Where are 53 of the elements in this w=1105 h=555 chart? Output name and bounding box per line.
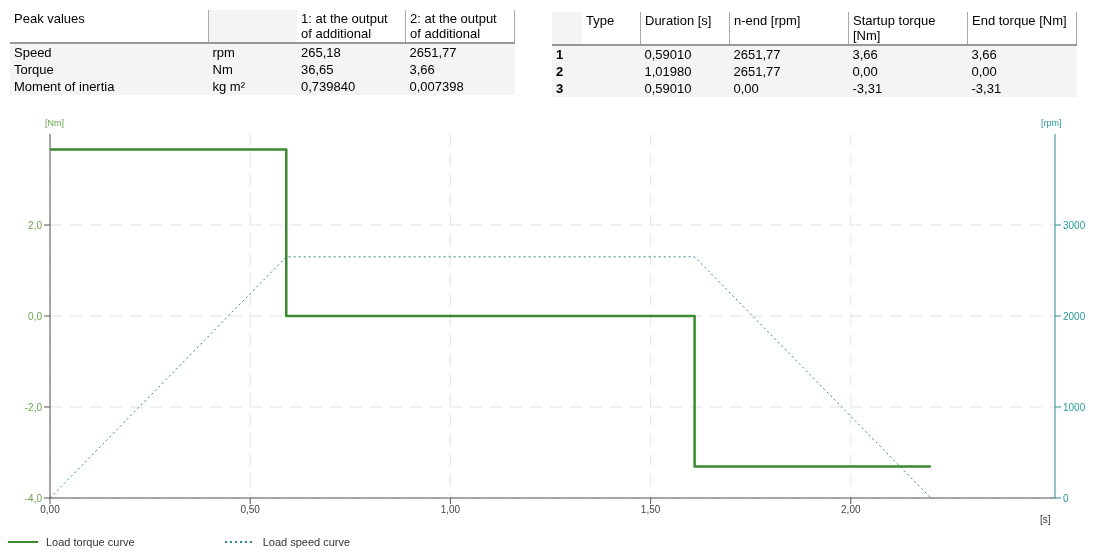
text: -3,31	[852, 81, 883, 96]
y-tick-label: -2,0	[24, 401, 43, 413]
text: 0,00	[971, 64, 997, 79]
text: 1,01980	[644, 64, 692, 79]
text: Startup torque [Nm]	[853, 13, 936, 43]
y2-tick-label: 1000	[1063, 401, 1086, 413]
text: Peak values	[14, 11, 85, 26]
x-axis-title: [s]	[1040, 514, 1051, 526]
text: Nm	[212, 62, 233, 77]
text: Speed	[14, 45, 52, 60]
text: End torque [Nm]	[972, 13, 1067, 28]
y-tick-label: 2,0	[28, 219, 43, 231]
y2-axis-title: [rpm]	[1041, 118, 1062, 129]
text: 2	[556, 64, 564, 79]
text: kg m²	[212, 79, 245, 94]
text: rpm	[212, 45, 235, 60]
legend-label: Load speed curve	[262, 536, 351, 548]
text: 2651,77	[733, 47, 781, 62]
text: 0,59010	[644, 47, 692, 62]
text: 1: at the output of additional	[301, 11, 388, 41]
text: Moment of inertia	[14, 79, 115, 94]
text: 2651,77	[733, 64, 781, 79]
y-tick-label: 0,0	[28, 310, 43, 322]
text: 36,65	[301, 62, 334, 77]
text: 2: at the output of additional	[410, 11, 497, 41]
y2-tick-label: 3000	[1063, 219, 1086, 231]
text: 3,66	[409, 62, 435, 77]
x-tick-label: 1,50	[640, 504, 661, 516]
text: 0,00	[733, 81, 759, 96]
text: 0,007398	[409, 79, 464, 94]
text: 0,00	[852, 64, 878, 79]
legend-label: Load torque curve	[46, 536, 135, 548]
text: 0,739840	[301, 79, 356, 94]
text: 3,66	[971, 47, 997, 62]
x-tick-label: 0,50	[240, 504, 261, 516]
text: n-end [rpm]	[734, 13, 801, 28]
text: 265,18	[301, 45, 341, 60]
text: 0,59010	[644, 81, 692, 96]
y-tick-label: -4,0	[24, 492, 43, 504]
y2-tick-label: 2000	[1063, 310, 1086, 322]
x-tick-label: 2,00	[841, 504, 861, 516]
text: -3,31	[971, 81, 1002, 96]
text: 1	[556, 47, 564, 62]
x-tick-label: 1,00	[440, 504, 461, 516]
text: 2651,77	[409, 45, 457, 60]
text: Duration [s]	[645, 13, 712, 28]
text: 3	[556, 81, 564, 96]
text: Type	[586, 13, 615, 28]
x-tick-label: 0,00	[40, 504, 61, 516]
text: Torque	[14, 62, 54, 77]
y2-tick-label: 0	[1063, 492, 1069, 504]
text: 3,66	[852, 47, 878, 62]
y-axis-title: [Nm]	[45, 118, 64, 129]
